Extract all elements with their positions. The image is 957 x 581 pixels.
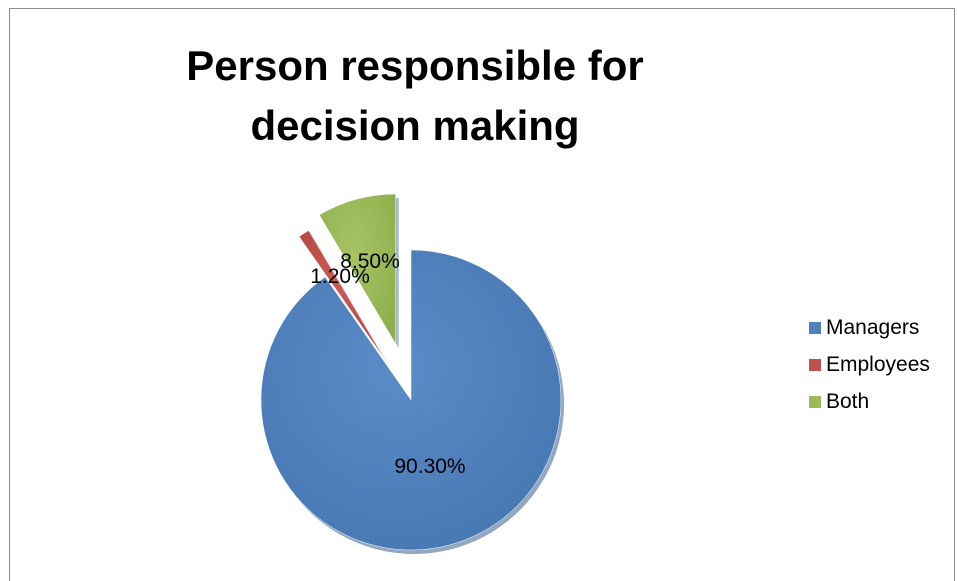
chart-legend: Managers Employees Both [809, 309, 930, 420]
pie-slice-both [318, 193, 396, 345]
legend-swatch-managers [809, 321, 821, 334]
data-label-both: 8.50% [340, 250, 400, 273]
legend-item-employees: Employees [809, 346, 930, 383]
data-label-employees: 1.20% [310, 265, 370, 288]
legend-swatch-employees [809, 358, 821, 371]
chart-title: Person responsible for decision making [186, 42, 644, 149]
pie-slice-employees [298, 230, 386, 360]
legend-swatch-both [809, 395, 821, 408]
legend-item-managers: Managers [809, 309, 930, 346]
legend-label-managers: Managers [826, 315, 920, 339]
pie-slice-managers [260, 249, 562, 551]
data-label-managers: 90.30% [394, 455, 465, 478]
legend-label-employees: Employees [826, 352, 930, 376]
legend-item-both: Both [809, 383, 930, 420]
legend-label-both: Both [826, 389, 870, 413]
